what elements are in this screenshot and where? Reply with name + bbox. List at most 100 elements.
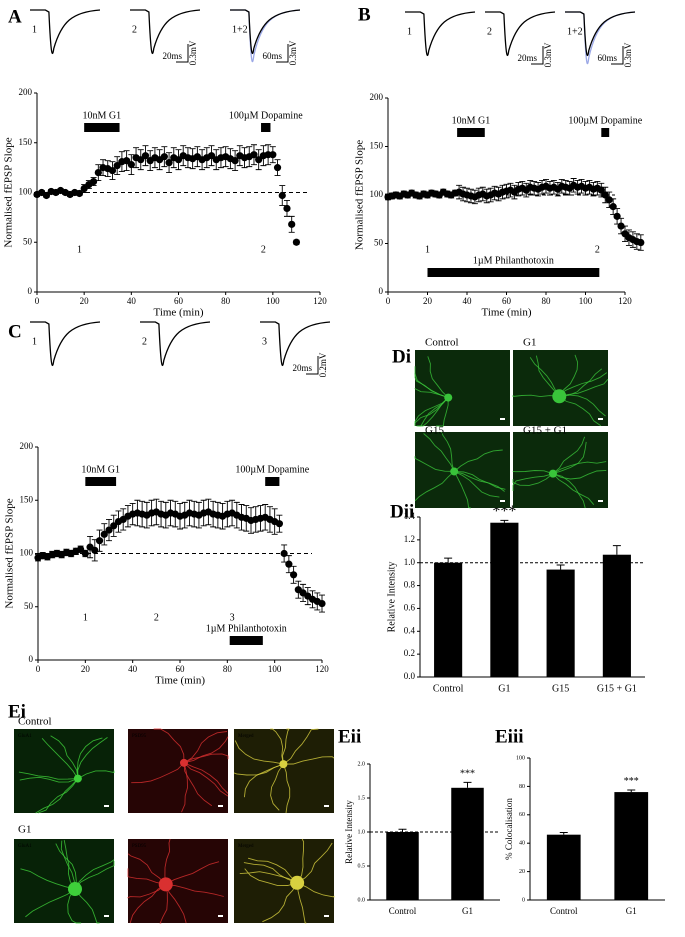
panel-label: Eii: [338, 726, 361, 747]
timepoint-label: 1: [77, 244, 82, 255]
data-point: [609, 203, 617, 211]
dendrite: [153, 728, 185, 763]
scale-mark: [500, 500, 505, 502]
trace-label: 2: [142, 336, 147, 347]
micrograph: [512, 350, 609, 427]
dendrite: [77, 770, 115, 779]
bar: [451, 787, 484, 900]
trace-label: 1: [32, 336, 37, 347]
dendrite: [552, 469, 607, 480]
bar: [434, 562, 463, 677]
treatment-bar: [261, 123, 271, 132]
x-tick-label: 60: [176, 664, 186, 674]
dendrite: [283, 763, 291, 814]
y-axis-label: Normalised fEPSP Slope: [354, 140, 366, 250]
data-point: [292, 238, 301, 246]
timepoint-label: 1: [425, 244, 430, 255]
dendrite: [243, 862, 298, 884]
data-point: [105, 526, 113, 534]
x-tick-label: 20: [80, 296, 90, 306]
bar: [490, 522, 519, 677]
data-point: [137, 156, 145, 164]
dendrite: [247, 857, 298, 884]
treatment-bar: [229, 636, 263, 645]
image-label: G15: [425, 425, 444, 437]
timepoint-label: 1: [83, 612, 88, 623]
data-point: [160, 153, 168, 161]
dendrite: [165, 883, 224, 897]
dendrite: [270, 728, 284, 765]
x-axis-label: Time (min): [481, 307, 531, 319]
x-tick-label: 100: [579, 296, 593, 306]
significance: ***: [624, 776, 639, 787]
x-tick-label: G15 + G1: [597, 683, 637, 694]
y-tick-label: 2.0: [358, 761, 366, 767]
dendrite: [18, 771, 78, 780]
y-tick-label: 1.0: [404, 557, 416, 567]
x-tick-label: 80: [221, 296, 231, 306]
bar: [546, 834, 581, 900]
scale-label: 20ms: [292, 363, 312, 373]
y-tick-label: 0: [522, 897, 525, 903]
data-point: [80, 184, 88, 193]
channel-label: GluA1: [18, 734, 32, 739]
trace-inset: 1: [405, 11, 476, 56]
dendrite: [414, 397, 449, 426]
y-tick-label: 40: [519, 841, 525, 847]
error-bar: [612, 545, 621, 555]
image-background: [234, 729, 334, 813]
trace-label: 2: [487, 26, 492, 37]
channel-label: Merged: [238, 844, 254, 849]
trace: [130, 9, 201, 54]
x-tick-label: 20: [423, 296, 433, 306]
dendrite: [296, 882, 307, 924]
soma: [450, 467, 459, 476]
dendrite: [74, 888, 100, 924]
y-tick-label: 1.5: [358, 795, 366, 801]
trace: [565, 11, 636, 56]
treatment-label: 1µM Philanthotoxin: [473, 255, 554, 266]
scale-mark: [104, 915, 109, 917]
dendrite: [233, 763, 284, 776]
y-tick-label: 60: [519, 812, 525, 818]
data-point: [290, 571, 298, 579]
image-background: [128, 839, 228, 923]
image-background: [415, 432, 510, 508]
y-tick-label: 150: [370, 141, 384, 151]
y-tick-label: 1.0: [358, 829, 366, 835]
micrograph: [234, 838, 335, 924]
scale-label: 0.3mV: [188, 40, 198, 65]
dendrite: [454, 471, 500, 498]
dendrite: [283, 728, 319, 765]
soma: [290, 875, 305, 890]
channel-label: PSD95: [132, 734, 147, 739]
treatment-label: 100µM Dopamine: [568, 115, 642, 126]
y-tick-label: 100: [516, 755, 525, 761]
dendrite: [552, 473, 595, 505]
dendrite: [234, 740, 284, 765]
data-point: [94, 169, 102, 177]
treatment-label: 100µM Dopamine: [229, 110, 303, 121]
data-point: [273, 164, 282, 172]
dendrite: [244, 868, 298, 887]
dendrite: [183, 762, 213, 807]
y-tick-label: 200: [370, 92, 384, 102]
treatment-bar: [84, 123, 120, 132]
y-tick-label: 100: [20, 548, 34, 558]
dendrite: [454, 471, 505, 492]
treatment-bar: [265, 477, 280, 486]
image-background: [14, 839, 114, 923]
treatment-label: 10nM G1: [83, 110, 122, 121]
y-axis-label: % Colocalisation: [504, 798, 514, 860]
trace: [260, 321, 331, 366]
dendrite: [512, 394, 560, 398]
image-label: G1: [523, 337, 536, 349]
x-tick-label: 80: [542, 296, 552, 306]
scale-bar: [611, 46, 624, 65]
dendrite: [165, 884, 187, 924]
y-tick-label: 1.4: [404, 511, 416, 521]
x-tick-label: G1: [498, 683, 510, 694]
dendrite: [183, 762, 229, 797]
scale-mark: [324, 915, 329, 917]
